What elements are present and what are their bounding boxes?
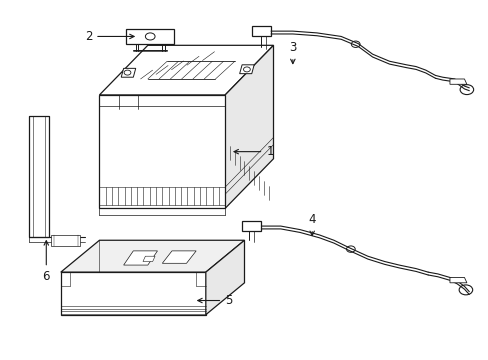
- Polygon shape: [162, 251, 196, 263]
- Polygon shape: [61, 240, 244, 272]
- Polygon shape: [29, 116, 49, 237]
- Polygon shape: [239, 65, 254, 74]
- Text: 3: 3: [288, 41, 296, 64]
- Polygon shape: [242, 221, 261, 231]
- Text: 6: 6: [42, 241, 50, 283]
- Polygon shape: [126, 30, 174, 44]
- Polygon shape: [449, 278, 466, 283]
- Polygon shape: [251, 26, 270, 36]
- Polygon shape: [61, 272, 205, 315]
- Polygon shape: [142, 256, 155, 261]
- Polygon shape: [205, 240, 244, 315]
- Text: 1: 1: [234, 145, 273, 158]
- Polygon shape: [224, 45, 273, 208]
- Polygon shape: [123, 251, 157, 265]
- Text: 2: 2: [84, 30, 134, 43]
- Polygon shape: [121, 68, 136, 77]
- Polygon shape: [99, 45, 273, 95]
- Polygon shape: [51, 235, 80, 246]
- Text: 4: 4: [308, 213, 315, 235]
- Text: 5: 5: [197, 294, 232, 307]
- Polygon shape: [449, 79, 466, 84]
- Polygon shape: [99, 95, 224, 208]
